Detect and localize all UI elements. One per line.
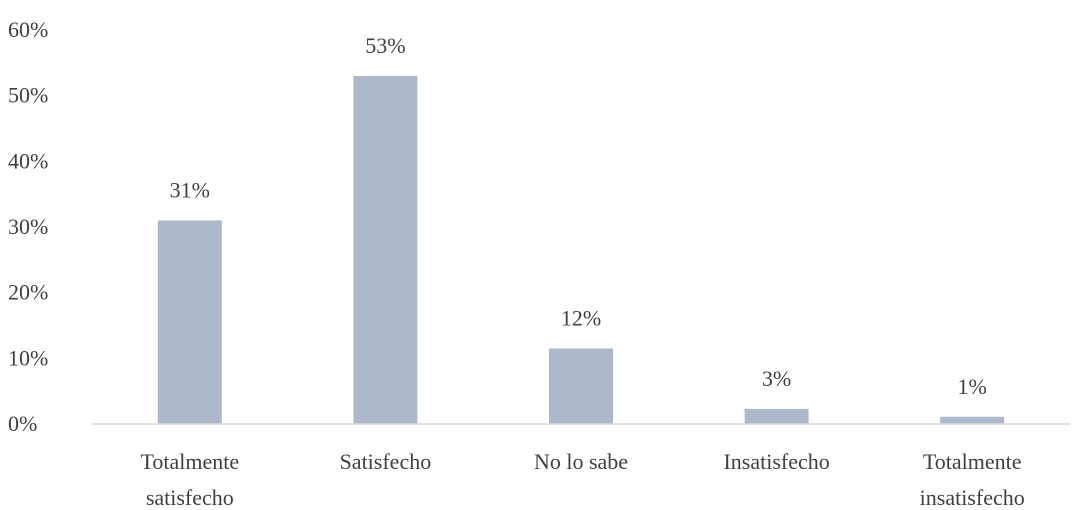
bar xyxy=(353,75,418,424)
category-labels: Totalmente satisfecho Satisfecho No lo sabe… xyxy=(140,449,1024,510)
category-label: Totalmente xyxy=(140,449,239,474)
data-label: 12% xyxy=(561,305,601,330)
bar xyxy=(744,408,809,424)
data-label: 53% xyxy=(365,33,405,58)
category-label: insatisfecho xyxy=(920,485,1025,510)
y-tick-label: 10% xyxy=(8,345,48,370)
data-label: 1% xyxy=(958,374,987,399)
category-label: Totalmente xyxy=(923,449,1022,474)
bars xyxy=(157,75,1005,424)
bar xyxy=(940,416,1005,424)
y-axis-tick-labels: 0% 10% 20% 30% 40% 50% 60% xyxy=(8,17,48,436)
y-tick-label: 0% xyxy=(8,411,37,436)
y-tick-label: 50% xyxy=(8,83,48,108)
category-label: No lo sabe xyxy=(534,449,628,474)
category-label: Insatisfecho xyxy=(723,449,829,474)
category-label: satisfecho xyxy=(146,485,234,510)
y-tick-label: 60% xyxy=(8,17,48,42)
bar xyxy=(549,348,613,424)
data-label: 3% xyxy=(762,366,791,391)
data-labels: 31% 53% 12% 3% 1% xyxy=(170,33,987,399)
bar xyxy=(157,220,222,424)
y-tick-label: 40% xyxy=(8,148,48,173)
category-label: Satisfecho xyxy=(340,449,432,474)
y-tick-label: 30% xyxy=(8,214,48,239)
data-label: 31% xyxy=(170,177,210,202)
y-tick-label: 20% xyxy=(8,280,48,305)
